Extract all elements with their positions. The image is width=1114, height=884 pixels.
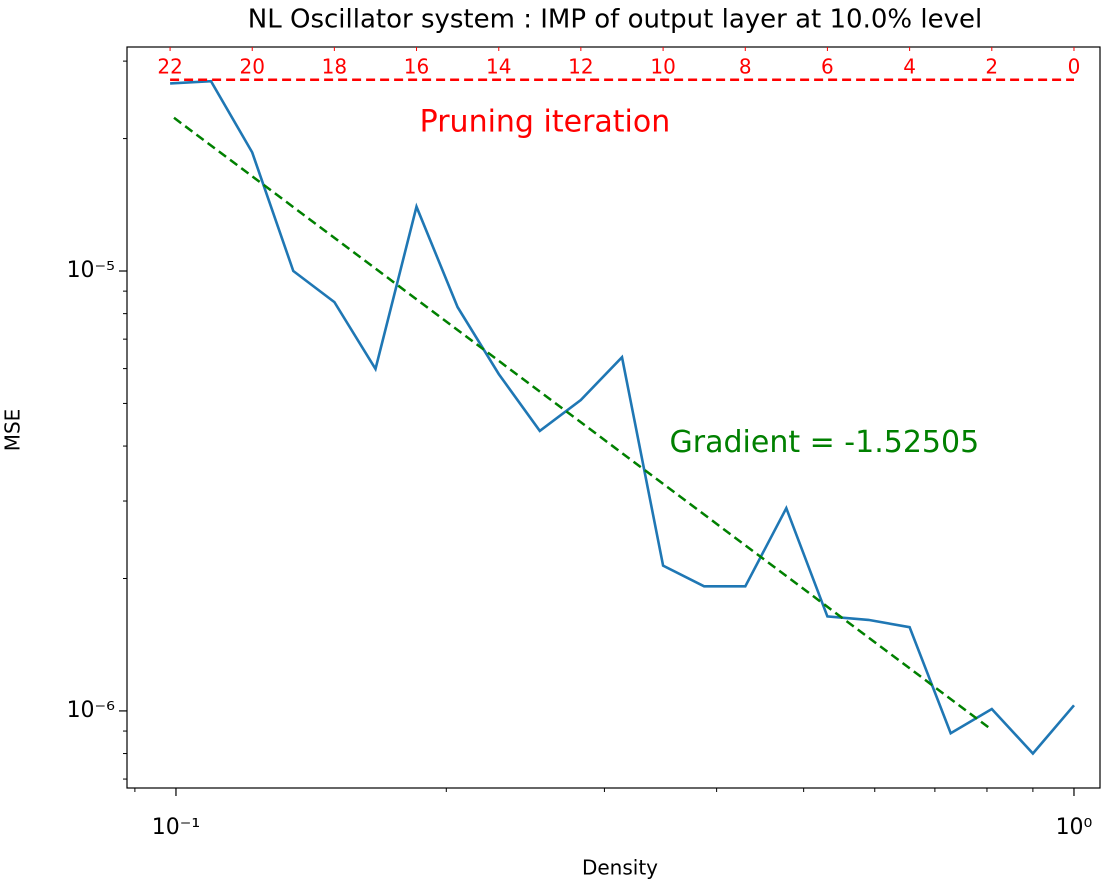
line-series	[170, 79, 1075, 756]
x2-tick-label: 8	[739, 55, 752, 79]
annotation: Pruning iteration	[420, 104, 671, 139]
x2-tick-label: 0	[1068, 55, 1081, 79]
x2-tick-label: 10	[650, 55, 675, 79]
axes-frame	[126, 46, 1101, 789]
x2-tick-label: 18	[322, 55, 347, 79]
y-tick-label: 10⁻⁵	[67, 258, 115, 283]
y-tick-label: 10⁻⁶	[67, 698, 116, 723]
x2-tick-label: 14	[486, 55, 511, 79]
x-tick-label: 10⁰	[1056, 815, 1093, 840]
annotation: Gradient = -1.52505	[670, 425, 980, 460]
x2-tick-label: 16	[404, 55, 429, 79]
y-axis-label: MSE	[1, 409, 25, 452]
x2-tick-label: 22	[157, 55, 182, 79]
x-tick-label: 10⁻¹	[152, 815, 200, 840]
chart-title: NL Oscillator system : IMP of output lay…	[248, 5, 982, 35]
x2-tick-label: 6	[821, 55, 834, 79]
line-series	[173, 116, 993, 731]
x2-tick-label: 4	[903, 55, 916, 79]
x2-tick-label: 12	[568, 55, 593, 79]
x-axis-label: Density	[582, 856, 658, 880]
x2-tick-label: 2	[985, 55, 998, 79]
x2-tick-label: 20	[240, 55, 265, 79]
